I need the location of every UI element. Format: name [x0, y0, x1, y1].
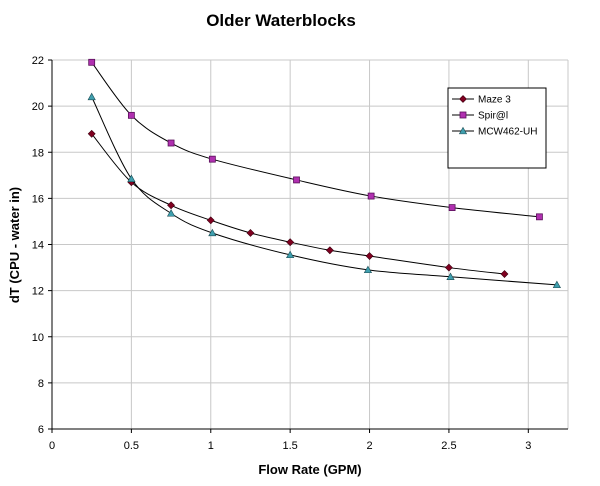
data-point [325, 246, 334, 255]
x-tick-label: 2 [366, 440, 372, 452]
data-point [127, 111, 135, 119]
x-tick-label: 3 [525, 440, 531, 452]
y-tick-label: 16 [32, 193, 44, 205]
data-point [293, 176, 300, 184]
x-tick-label: 1 [208, 440, 214, 452]
data-point [87, 92, 96, 101]
y-tick-label: 10 [32, 332, 44, 344]
y-tick-label: 18 [32, 147, 44, 159]
legend-marker [458, 126, 468, 135]
data-point [363, 265, 373, 274]
data-point [206, 216, 215, 225]
data-point [127, 174, 136, 182]
legend-item: Spir@l [452, 111, 508, 122]
x-tick-label: 0 [49, 440, 55, 452]
legend-item: MCW462-UH [452, 127, 537, 138]
legend-marker [459, 95, 467, 103]
data-point [166, 209, 176, 217]
data-point [208, 155, 216, 163]
data-point [500, 270, 509, 278]
y-tick-label: 22 [32, 55, 44, 67]
x-axis-label: Flow Rate (GPM) [258, 462, 361, 477]
data-point [286, 238, 295, 247]
series-3 [87, 92, 561, 289]
data-point [552, 280, 561, 289]
legend-item: Maze 3 [452, 95, 511, 106]
x-tick-label: 1.5 [283, 440, 298, 452]
y-tick-label: 20 [32, 101, 44, 113]
data-point [444, 263, 453, 272]
data-point [365, 252, 374, 260]
series-line [91, 133, 505, 275]
series-1 [87, 129, 509, 278]
legend-marker [459, 111, 467, 119]
legend-label: Maze 3 [478, 95, 511, 106]
legend-label: Spir@l [478, 111, 508, 122]
data-point [208, 228, 217, 237]
data-point [286, 250, 295, 259]
y-axis-ticks: 6 8 10 12 14 16 18 20 22 [32, 55, 52, 436]
data-point [367, 192, 375, 200]
data-point [88, 58, 96, 66]
x-tick-label: 0.5 [124, 440, 139, 452]
data-point [246, 229, 255, 237]
y-tick-label: 14 [32, 240, 44, 252]
y-axis-label: dT (CPU - water in) [7, 187, 22, 303]
legend-label: MCW462-UH [478, 127, 537, 138]
y-tick-label: 8 [38, 378, 44, 390]
data-point [167, 201, 176, 210]
series-2 [88, 58, 543, 221]
data-point [446, 272, 455, 280]
y-tick-label: 6 [38, 424, 44, 436]
chart-title: Older Waterblocks [206, 11, 356, 30]
x-axis-ticks: 0 0.5 1 1.5 2 2.5 3 [49, 429, 531, 452]
data-point [448, 204, 456, 212]
y-tick-label: 12 [32, 286, 44, 298]
x-tick-label: 2.5 [441, 440, 456, 452]
data-point [167, 139, 175, 147]
series-group [87, 58, 561, 289]
legend: Maze 3 Spir@l MCW462-UH [447, 87, 547, 169]
data-point [87, 129, 96, 138]
gridlines [52, 59, 569, 429]
data-point [536, 213, 543, 221]
